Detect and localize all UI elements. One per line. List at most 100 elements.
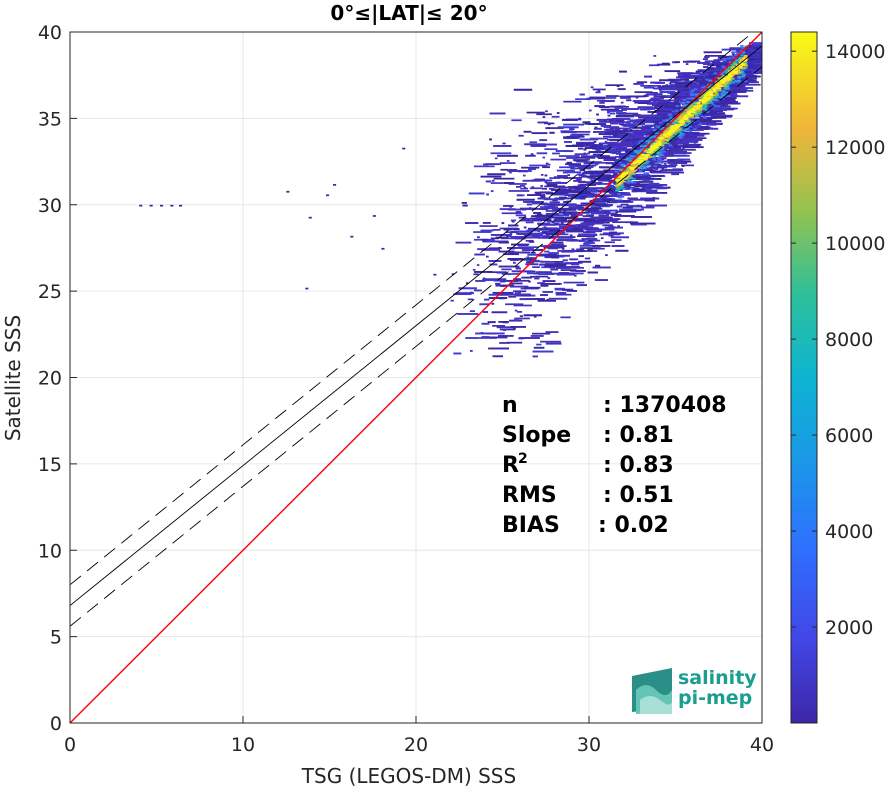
heatmap-cell <box>576 250 598 252</box>
heatmap-cell <box>705 55 726 57</box>
heatmap-cell <box>704 60 721 63</box>
heatmap-cell <box>478 337 497 339</box>
heatmap-cell <box>694 83 698 86</box>
heatmap-cell <box>598 228 615 231</box>
heatmap-cell <box>474 253 485 256</box>
heatmap-cell <box>490 182 504 184</box>
heatmap-cell <box>662 147 675 150</box>
heatmap-cell <box>617 112 639 115</box>
heatmap-cell <box>540 195 546 198</box>
heatmap-cell <box>622 124 631 127</box>
heatmap-cell <box>714 107 725 110</box>
heatmap-cell <box>703 63 722 66</box>
heatmap-cell <box>584 257 591 260</box>
heatmap-cell <box>526 272 540 275</box>
heatmap-cell <box>579 181 593 184</box>
heatmap-cell <box>708 74 714 77</box>
heatmap-cell <box>607 218 621 220</box>
heatmap-cell <box>613 215 635 217</box>
heatmap-cell <box>711 114 733 117</box>
heatmap-cell <box>625 139 647 141</box>
heatmap-cell <box>590 86 594 89</box>
heatmap-cell <box>679 145 693 147</box>
heatmap-cell <box>574 177 582 179</box>
heatmap-cell <box>551 115 560 118</box>
heatmap-cell <box>540 260 549 263</box>
heatmap-cell <box>619 153 640 156</box>
heatmap-cell <box>661 169 683 172</box>
heatmap-cell <box>519 219 535 222</box>
heatmap-cell <box>539 139 548 142</box>
heatmap-cell <box>549 131 555 134</box>
heatmap-cell <box>509 171 512 174</box>
heatmap-cell <box>544 122 555 125</box>
heatmap-cell <box>556 112 560 114</box>
heatmap-cell <box>549 267 555 269</box>
heatmap-cell <box>545 227 548 230</box>
heatmap-cell <box>620 203 629 206</box>
heatmap-cell <box>568 187 587 189</box>
heatmap-cell <box>668 103 671 105</box>
heatmap-cell <box>563 193 566 196</box>
heatmap-cell <box>689 133 693 136</box>
heatmap-cell <box>599 106 610 108</box>
heatmap-cell <box>671 95 690 98</box>
heatmap-cell <box>540 340 561 343</box>
heatmap-cell <box>568 206 582 208</box>
heatmap-cell <box>584 228 603 231</box>
heatmap-cell <box>544 250 550 253</box>
heatmap-cell <box>590 144 603 147</box>
heatmap-cell <box>555 150 569 152</box>
heatmap-cell <box>749 44 752 47</box>
heatmap-cell <box>561 250 575 253</box>
heatmap-cell <box>576 160 587 163</box>
heatmap-cell <box>661 160 683 163</box>
heatmap-cell <box>492 325 506 327</box>
heatmap-cell <box>620 215 623 218</box>
heatmap-cell <box>694 79 710 82</box>
heatmap-cell <box>564 141 572 143</box>
heatmap-cell <box>663 145 685 147</box>
heatmap-cell <box>562 228 584 231</box>
heatmap-cell <box>592 153 601 156</box>
heatmap-cell <box>692 90 698 93</box>
heatmap-cell <box>537 299 556 302</box>
heatmap-cell <box>569 165 578 168</box>
heatmap-cell <box>589 97 598 100</box>
heatmap-cell <box>527 253 543 256</box>
heatmap-cell <box>668 78 689 81</box>
heatmap-cell <box>465 337 479 339</box>
heatmap-cell <box>623 139 626 142</box>
heatmap-cell <box>530 335 544 337</box>
heatmap-cell <box>508 251 527 254</box>
heatmap-cell <box>663 163 667 165</box>
heatmap-cell <box>592 161 614 164</box>
heatmap-cell <box>473 165 495 168</box>
heatmap-cell <box>533 272 539 275</box>
heatmap-cell <box>675 82 694 85</box>
heatmap-cell <box>542 166 550 169</box>
heatmap-cell <box>513 230 532 233</box>
heatmap-cell <box>562 119 578 121</box>
heatmap-cell <box>528 280 531 283</box>
heatmap-cell <box>644 199 655 202</box>
heatmap-cell <box>549 192 568 195</box>
heatmap-cell <box>562 190 578 193</box>
heatmap-cell <box>654 106 658 109</box>
heatmap-cell <box>732 89 754 92</box>
heatmap-cell <box>584 242 595 244</box>
heatmap-cell <box>590 180 596 182</box>
heatmap-cell <box>513 290 527 293</box>
heatmap-cell <box>475 280 486 282</box>
heatmap-cell <box>475 332 496 335</box>
heatmap-cell <box>717 112 725 115</box>
heatmap-cell <box>586 195 603 198</box>
heatmap-cell <box>532 235 541 238</box>
heatmap-cell <box>589 200 611 203</box>
heatmap-cell <box>669 164 678 166</box>
heatmap-cell <box>469 310 475 313</box>
heatmap-cell <box>529 187 543 190</box>
heatmap-cell <box>595 149 601 152</box>
heatmap-cell <box>708 102 725 105</box>
heatmap-cell <box>571 248 575 251</box>
